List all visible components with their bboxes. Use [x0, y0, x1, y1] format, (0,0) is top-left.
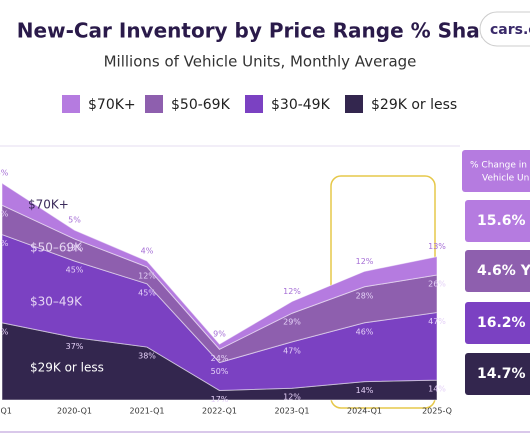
share-label: 13% — [428, 242, 446, 251]
legend-label: $29K or less — [371, 97, 457, 113]
x-tick-label: 2023-Q1 — [275, 407, 310, 416]
legend-label: $50-69K — [171, 97, 231, 113]
share-label: 12% — [356, 257, 374, 266]
panel-item-text: 16.2% Y — [477, 315, 530, 331]
share-label: 4% — [0, 239, 9, 248]
share-label: 14% — [356, 386, 374, 395]
logo: cars.c — [490, 22, 530, 38]
share-label: 4% — [0, 169, 9, 178]
share-label: 38% — [138, 352, 156, 361]
share-label: 47% — [428, 317, 446, 326]
share-label: 29% — [283, 318, 301, 327]
area-label: $29K or less — [30, 361, 104, 375]
share-label: 47% — [283, 346, 301, 355]
legend-label: $70K+ — [88, 97, 136, 113]
share-label: 37% — [66, 342, 84, 351]
chart-subtitle: Millions of Vehicle Units, Monthly Avera… — [104, 53, 417, 71]
share-label: 28% — [356, 291, 374, 300]
share-label: 24% — [211, 354, 229, 363]
x-tick-label: 2024-Q1 — [347, 407, 382, 416]
x-tick-label: 2025-Q — [422, 407, 452, 416]
legend-swatch — [345, 95, 363, 113]
share-label: 46% — [356, 327, 374, 336]
share-label: 8% — [0, 327, 9, 336]
panel-header-text: Vehicle Un — [482, 174, 529, 184]
share-label: 50% — [211, 367, 229, 376]
chart-title: New-Car Inventory by Price Range % Share — [17, 19, 503, 43]
x-tick-label: 2020-Q1 — [57, 407, 92, 416]
panel-header — [462, 150, 530, 192]
share-label: 14% — [428, 385, 446, 394]
legend-swatch — [145, 95, 163, 113]
panel-item — [465, 250, 530, 292]
area-label: $30–49K — [30, 295, 83, 309]
area — [1, 182, 438, 350]
legend-swatch — [245, 95, 263, 113]
panel-item — [465, 353, 530, 395]
share-label: 4% — [141, 247, 154, 256]
share-label: 12% — [138, 271, 156, 280]
panel-item — [465, 302, 530, 344]
share-label: 5% — [68, 216, 81, 225]
share-label: 13% — [66, 243, 84, 252]
x-tick-label: 2021-Q1 — [130, 407, 165, 416]
panel-item-text: 14.7% Y — [477, 366, 530, 382]
logo-badge — [479, 11, 530, 47]
x-tick-label: 9-Q1 — [0, 407, 12, 416]
share-label: 26% — [428, 280, 446, 289]
panel-item — [465, 200, 530, 242]
share-label: 17% — [211, 395, 229, 404]
share-label: 12% — [283, 287, 301, 296]
share-label: 12% — [283, 393, 301, 402]
panel-header-text: % Change in — [470, 161, 527, 171]
legend-label: $30-49K — [271, 97, 331, 113]
area-label: $70K+ — [28, 198, 69, 212]
share-label: 6% — [0, 210, 9, 219]
area-label: $50–69K — [30, 241, 83, 255]
panel-item-text: 4.6% Y — [477, 263, 530, 279]
legend-swatch — [62, 95, 80, 113]
share-label: 9% — [213, 330, 226, 339]
x-tick-label: 2022-Q1 — [202, 407, 237, 416]
share-label: 45% — [66, 266, 84, 275]
panel-item-text: 15.6% Y — [477, 213, 530, 229]
share-label: 45% — [138, 288, 156, 297]
